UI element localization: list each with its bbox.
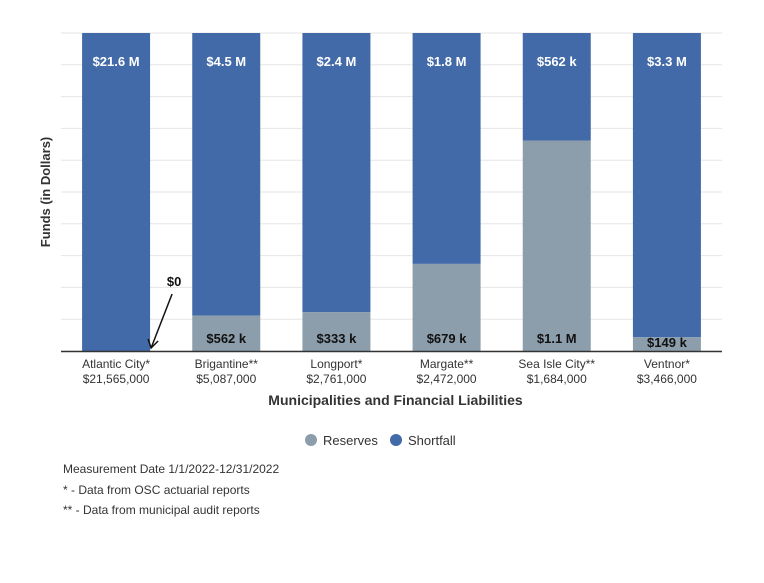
x-tick-labels: Atlantic City*$21,565,000 Brigantine**$5,… bbox=[82, 357, 697, 386]
reserves-value-label: $1.1 M bbox=[537, 331, 577, 346]
osc-footnote: * - Data from OSC actuarial reports bbox=[63, 482, 250, 497]
bar-reserves bbox=[192, 315, 261, 351]
reserves-value-label: $333 k bbox=[317, 331, 358, 346]
y-axis-title: Funds (in Dollars) bbox=[38, 137, 53, 248]
value-labels: $21.6 M $0 $4.5 M $562 k $2.4 M $333 k $1.8 M $… bbox=[93, 54, 688, 350]
bar-shortfall bbox=[522, 33, 591, 141]
bar-shortfall bbox=[632, 33, 701, 338]
bar-reserves bbox=[412, 263, 481, 351]
x-tick-liability: $21,565,000 bbox=[83, 372, 150, 386]
legend-label-reserves: Reserves bbox=[323, 433, 378, 448]
reserves-value-label: $679 k bbox=[427, 331, 468, 346]
x-tick-label: Brigantine** bbox=[195, 357, 259, 371]
legend-swatch-shortfall bbox=[390, 434, 402, 446]
x-axis-title: Municipalities and Financial Liabilities bbox=[268, 392, 523, 408]
legend-swatch-reserves bbox=[305, 434, 317, 446]
x-tick-liability: $5,087,000 bbox=[196, 372, 256, 386]
callout-arrow-head bbox=[147, 338, 159, 350]
bar-shortfall bbox=[82, 33, 151, 351]
legend-label-shortfall: Shortfall bbox=[408, 433, 456, 448]
shortfall-value-label: $4.5 M bbox=[206, 54, 246, 69]
x-tick-liability: $2,472,000 bbox=[417, 372, 477, 386]
x-tick-label: Ventnor* bbox=[644, 357, 690, 371]
measurement-date-note: Measurement Date 1/1/2022-12/31/2022 bbox=[63, 462, 280, 476]
x-tick-liability: $1,684,000 bbox=[527, 372, 587, 386]
x-tick-label: Sea Isle City** bbox=[518, 357, 595, 371]
bar-shortfall bbox=[302, 33, 371, 313]
x-tick-label: Margate** bbox=[420, 357, 474, 371]
footnotes: Measurement Date 1/1/2022-12/31/2022 * -… bbox=[63, 459, 279, 521]
x-tick-liability: $3,466,000 bbox=[637, 372, 697, 386]
callout-arrow-line bbox=[150, 293, 173, 349]
reserves-value-label: $149 k bbox=[647, 335, 688, 350]
bar-shortfall bbox=[412, 33, 481, 264]
legend: Reserves Shortfall bbox=[305, 433, 456, 448]
gridlines bbox=[61, 32, 722, 352]
shortfall-value-label: $21.6 M bbox=[93, 54, 140, 69]
x-tick-liability: $2,761,000 bbox=[306, 372, 366, 386]
bar-shortfall bbox=[192, 33, 261, 316]
bar-reserves bbox=[632, 337, 701, 351]
reserves-value-label: $0 bbox=[167, 274, 181, 289]
shortfall-value-label: $562 k bbox=[537, 54, 578, 69]
bars bbox=[82, 33, 701, 351]
audit-footnote: ** - Data from municipal audit reports bbox=[63, 503, 260, 517]
shortfall-value-label: $1.8 M bbox=[427, 54, 467, 69]
bar-reserves bbox=[522, 140, 591, 351]
shortfall-value-label: $2.4 M bbox=[317, 54, 357, 69]
reserves-value-label: $562 k bbox=[206, 331, 247, 346]
bar-reserves bbox=[302, 312, 371, 351]
x-tick-label: Atlantic City* bbox=[82, 357, 150, 371]
x-tick-label: Longport* bbox=[310, 357, 362, 371]
shortfall-value-label: $3.3 M bbox=[647, 54, 687, 69]
